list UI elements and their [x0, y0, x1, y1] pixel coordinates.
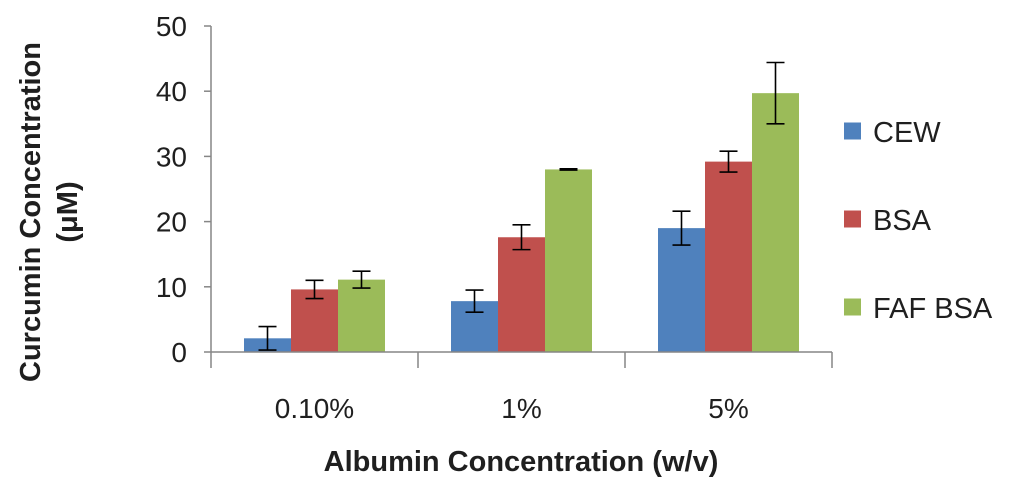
- bar-cew: [658, 228, 705, 352]
- y-tick-label: 20: [156, 207, 187, 238]
- legend: CEW BSA FAF BSA: [844, 117, 993, 325]
- error-bar: [766, 61, 785, 125]
- bars-layer: [244, 93, 799, 352]
- error-bar: [305, 279, 324, 300]
- bar-faf-bsa: [338, 279, 385, 352]
- error-bar: [258, 325, 277, 351]
- y-tick-label: 50: [156, 11, 187, 42]
- error-bar: [465, 289, 484, 314]
- legend-label: FAF BSA: [873, 293, 993, 325]
- legend-swatch: [844, 210, 861, 228]
- error-bars-layer: [258, 61, 785, 351]
- x-axis-title: Albumin Concentration (w/v): [324, 446, 719, 478]
- x-tick-labels: 0.10% 1% 5%: [275, 393, 749, 424]
- error-bar: [512, 224, 531, 251]
- error-bar: [559, 167, 578, 171]
- legend-item: BSA: [844, 205, 932, 237]
- x-tick-label: 0.10%: [275, 393, 354, 424]
- legend-item: FAF BSA: [844, 293, 993, 325]
- error-bar: [672, 210, 691, 246]
- error-bar: [719, 150, 738, 173]
- y-axis-title-line-2: (μM): [52, 181, 84, 242]
- bar-faf-bsa: [545, 169, 592, 352]
- bar-bsa: [291, 289, 338, 352]
- y-axis-title-line-1: Curcumin Concentration: [15, 42, 47, 382]
- legend-swatch: [844, 122, 861, 140]
- legend-label: BSA: [873, 205, 932, 237]
- legend-item: CEW: [844, 117, 941, 149]
- y-tick-label: 30: [156, 141, 187, 172]
- legend-swatch: [844, 298, 861, 316]
- y-tick-label: 10: [156, 272, 187, 303]
- y-tick-label: 40: [156, 76, 187, 107]
- legend-label: CEW: [873, 117, 941, 149]
- axes-layer: [204, 25, 833, 368]
- bar-faf-bsa: [752, 93, 799, 352]
- x-tick-label: 1%: [501, 393, 541, 424]
- y-axis-title: Curcumin Concentration (μM): [15, 42, 84, 382]
- bar-bsa: [498, 237, 545, 352]
- error-bar: [352, 270, 371, 289]
- y-tick-label: 0: [171, 337, 187, 368]
- bar-bsa: [705, 161, 752, 352]
- x-tick-label: 5%: [708, 393, 748, 424]
- y-tick-labels: 0 10 20 30 40 50: [156, 11, 187, 368]
